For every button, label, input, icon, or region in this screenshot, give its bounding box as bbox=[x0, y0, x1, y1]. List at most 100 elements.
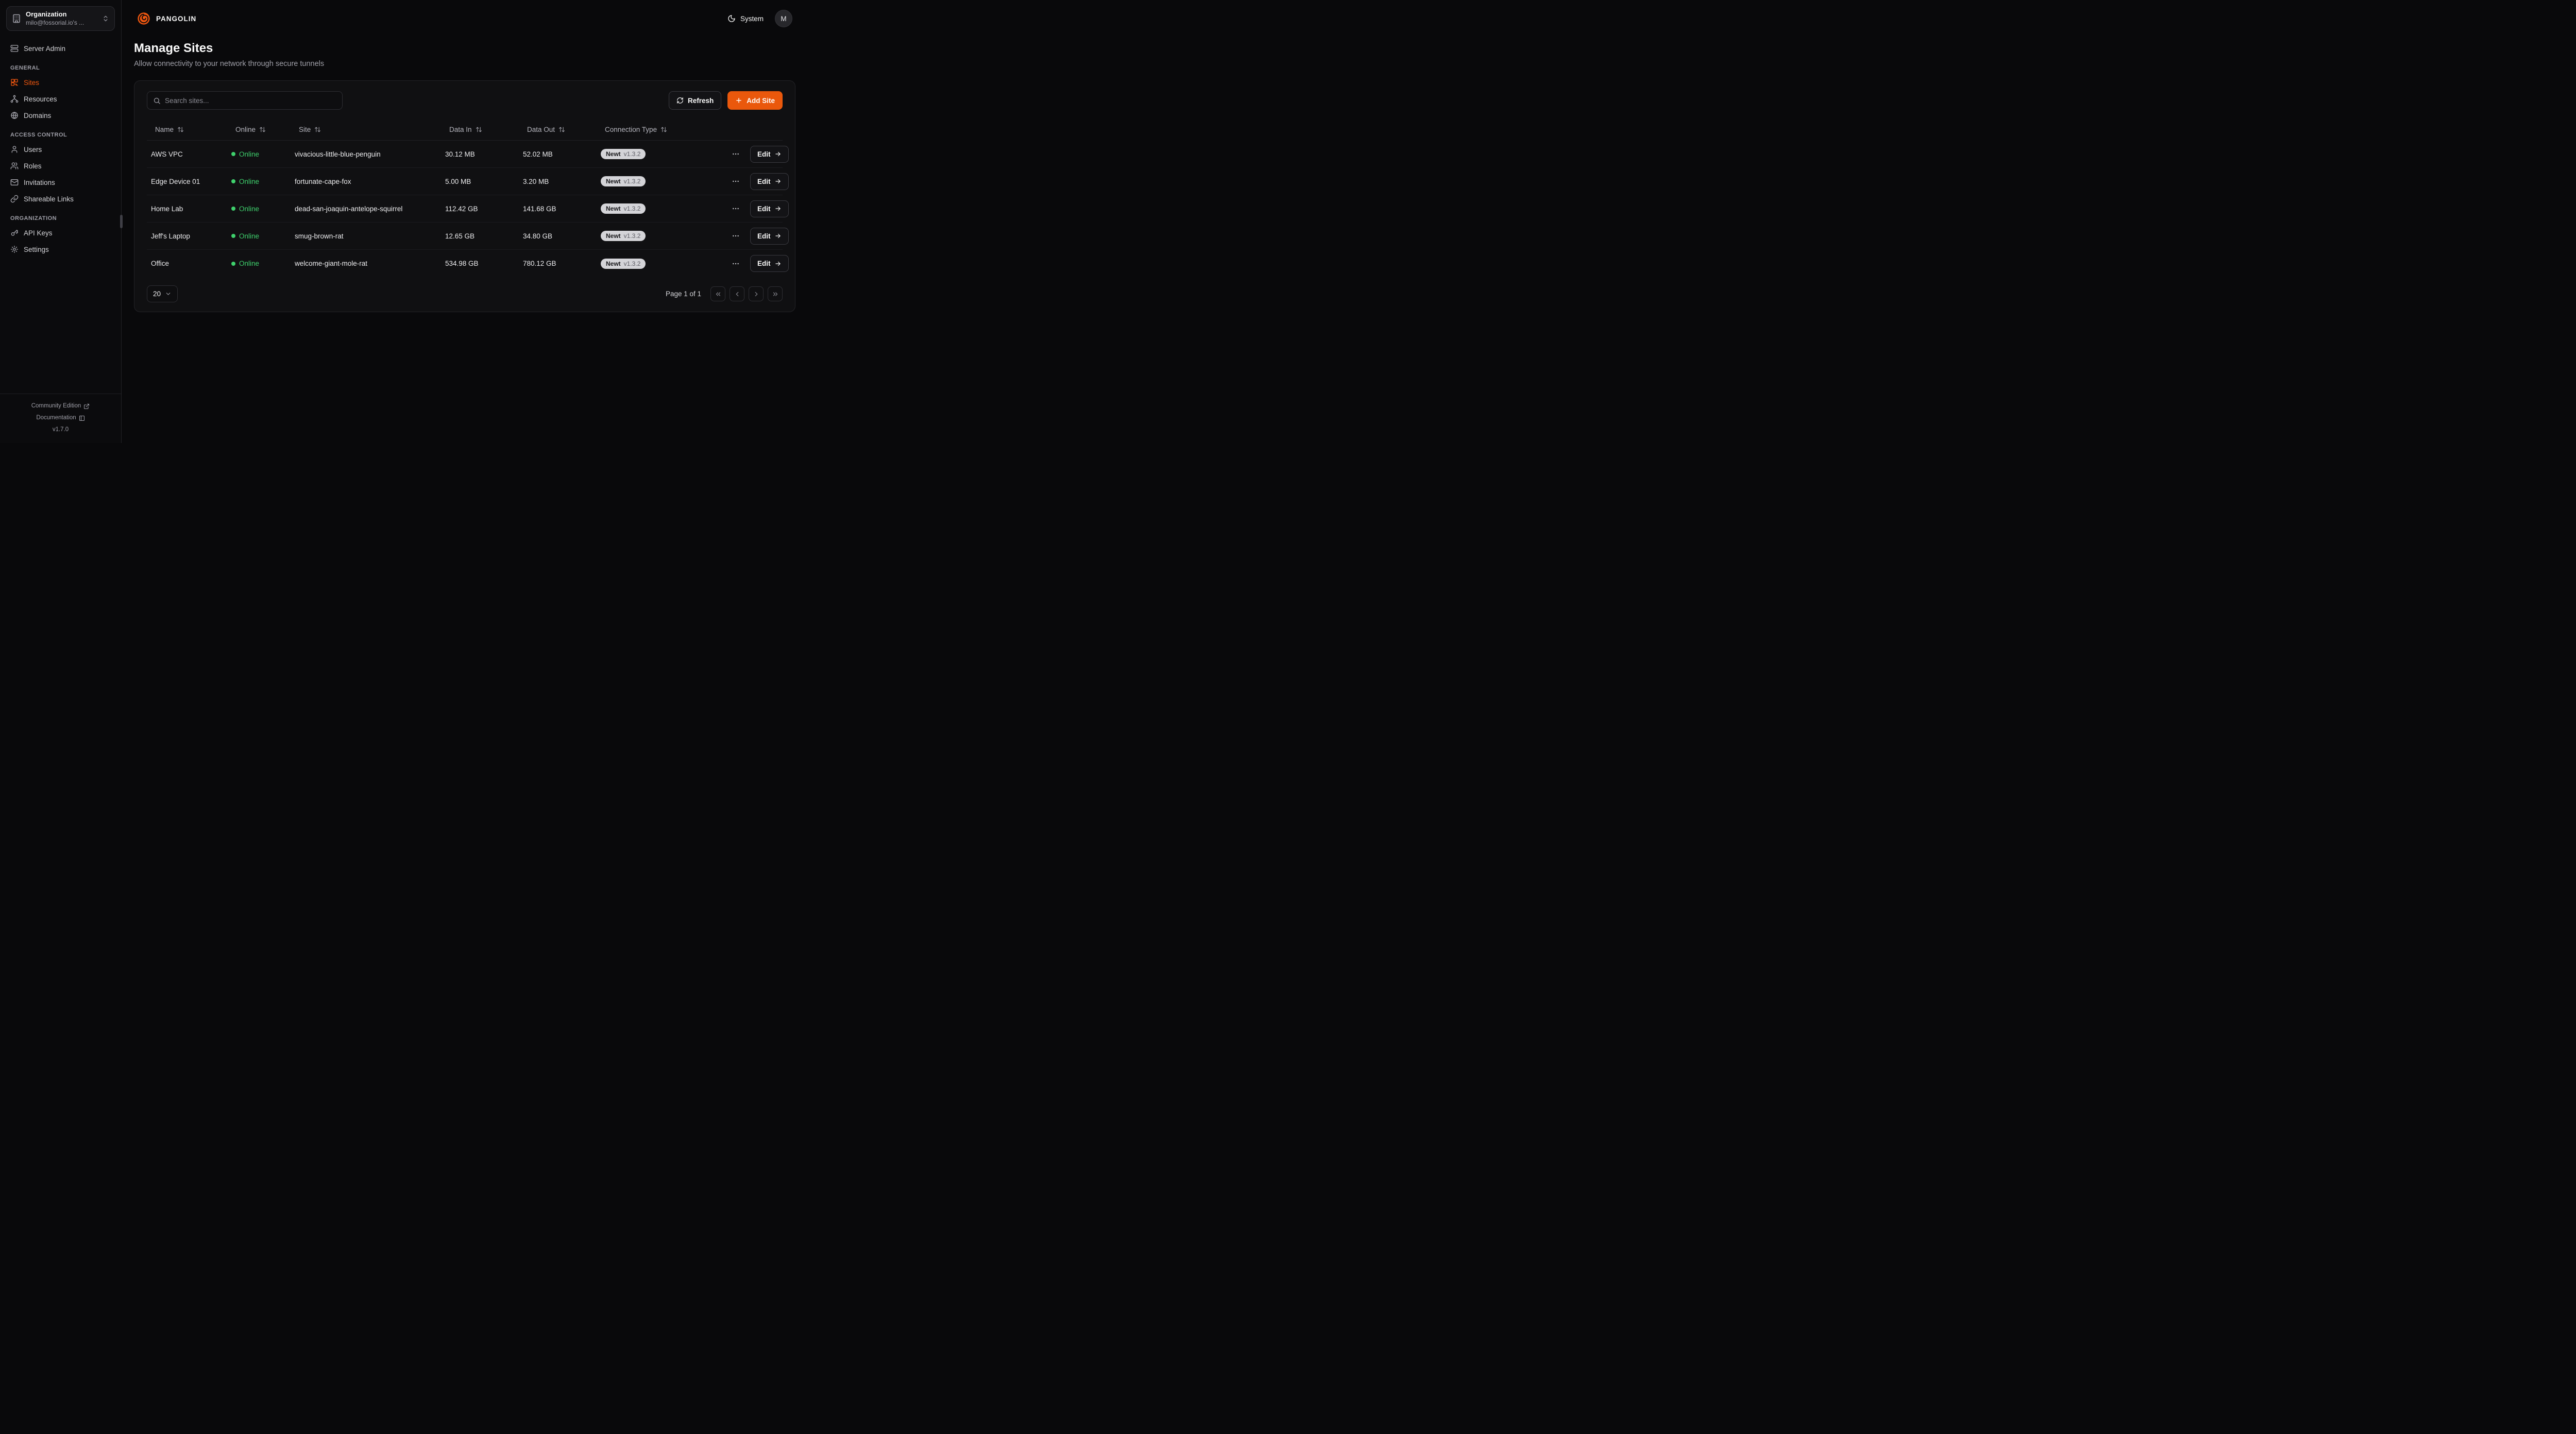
ellipsis-icon bbox=[732, 232, 740, 240]
sort-icon bbox=[660, 126, 667, 133]
row-actions: Edit bbox=[724, 200, 791, 217]
sidebar: Organization milo@fossorial.io's ... Ser… bbox=[0, 0, 123, 443]
chevron-right-icon bbox=[753, 291, 760, 298]
data-in-cell: 30.12 MB bbox=[445, 150, 475, 158]
table-row: AWS VPC Online vivacious-little-blue-pen… bbox=[147, 141, 789, 168]
edit-button[interactable]: Edit bbox=[750, 200, 789, 217]
status-cell: Online bbox=[227, 150, 291, 158]
connection-name: Newt bbox=[606, 205, 621, 212]
row-actions: Edit bbox=[724, 173, 791, 190]
sidebar-item-label: API Keys bbox=[24, 229, 53, 237]
row-menu-button[interactable] bbox=[728, 229, 743, 243]
theme-toggle[interactable]: System bbox=[727, 14, 764, 23]
connection-type-badge: Newt v1.3.2 bbox=[601, 203, 646, 214]
edit-button[interactable]: Edit bbox=[750, 173, 789, 190]
data-in-cell: 534.98 GB bbox=[445, 260, 479, 267]
sidebar-item-shareable-links[interactable]: Shareable Links bbox=[6, 191, 115, 207]
column-header-connection-type[interactable]: Connection Type bbox=[597, 126, 724, 133]
row-menu-button[interactable] bbox=[728, 174, 743, 189]
connection-version: v1.3.2 bbox=[623, 205, 641, 212]
connection-name: Newt bbox=[606, 178, 621, 185]
first-page-button[interactable] bbox=[710, 286, 725, 301]
column-header-data-out[interactable]: Data Out bbox=[519, 126, 597, 133]
table-row: Office Online welcome-giant-mole-rat 534… bbox=[147, 250, 789, 277]
ellipsis-icon bbox=[732, 204, 740, 213]
previous-page-button[interactable] bbox=[730, 286, 744, 301]
next-page-button[interactable] bbox=[749, 286, 764, 301]
edit-button[interactable]: Edit bbox=[750, 227, 789, 245]
connection-type-cell: Newt v1.3.2 bbox=[597, 258, 724, 269]
data-out-cell: 780.12 GB bbox=[523, 260, 556, 267]
edit-button[interactable]: Edit bbox=[750, 255, 789, 272]
globe-icon bbox=[10, 111, 19, 120]
column-header-online[interactable]: Online bbox=[227, 126, 291, 133]
page-subtitle: Allow connectivity to your network throu… bbox=[134, 60, 325, 68]
waypoints-icon bbox=[10, 95, 19, 103]
chevrons-up-down-icon bbox=[102, 15, 109, 22]
sidebar-item-roles[interactable]: Roles bbox=[6, 158, 115, 174]
sidebar-item-label: Users bbox=[24, 145, 42, 153]
building-icon bbox=[12, 14, 21, 23]
refresh-button[interactable]: Refresh bbox=[668, 91, 722, 110]
app-root: Organization milo@fossorial.io's ... Ser… bbox=[0, 0, 808, 443]
site-name-cell: Office bbox=[151, 260, 170, 267]
topbar: PANGOLIN System M bbox=[122, 0, 808, 37]
online-dot-icon bbox=[231, 152, 235, 156]
sidebar-item-settings[interactable]: Settings bbox=[6, 241, 115, 258]
sites-card: Refresh Add Site Name bbox=[134, 80, 795, 312]
documentation-link[interactable]: Documentation bbox=[5, 412, 116, 424]
search-input[interactable] bbox=[165, 96, 336, 105]
community-edition-link[interactable]: Community Edition bbox=[5, 400, 116, 412]
connection-type-cell: Newt v1.3.2 bbox=[597, 149, 724, 159]
site-name-cell: Home Lab bbox=[151, 204, 183, 213]
connection-version: v1.3.2 bbox=[623, 232, 641, 240]
last-page-button[interactable] bbox=[768, 286, 783, 301]
row-menu-button[interactable] bbox=[728, 257, 743, 271]
row-menu-button[interactable] bbox=[728, 201, 743, 216]
sidebar-item-label: Invitations bbox=[24, 178, 55, 186]
sidebar-item-server-admin[interactable]: Server Admin bbox=[6, 40, 115, 57]
documentation-label: Documentation bbox=[36, 415, 76, 421]
ellipsis-icon bbox=[732, 150, 740, 158]
sidebar-item-api-keys[interactable]: API Keys bbox=[6, 225, 115, 241]
column-header-data-in[interactable]: Data In bbox=[441, 126, 519, 133]
status-badge: Online bbox=[239, 260, 260, 267]
column-label: Name bbox=[155, 126, 174, 133]
user-icon bbox=[10, 145, 19, 153]
site-slug-cell: smug-brown-rat bbox=[295, 232, 344, 240]
add-site-button[interactable]: Add Site bbox=[727, 91, 783, 110]
site-slug-cell: vivacious-little-blue-penguin bbox=[295, 150, 381, 158]
sidebar-resize-handle[interactable] bbox=[120, 215, 123, 228]
sidebar-item-label: Domains bbox=[24, 111, 52, 120]
online-dot-icon bbox=[231, 261, 235, 266]
sidebar-item-resources[interactable]: Resources bbox=[6, 91, 115, 107]
edit-label: Edit bbox=[757, 232, 771, 240]
sidebar-item-sites[interactable]: Sites bbox=[6, 74, 115, 91]
edit-button[interactable]: Edit bbox=[750, 145, 789, 163]
avatar[interactable]: M bbox=[775, 10, 792, 27]
sidebar-item-users[interactable]: Users bbox=[6, 141, 115, 158]
table-header-row: Name Online Site Data In bbox=[147, 119, 783, 141]
org-switcher[interactable]: Organization milo@fossorial.io's ... bbox=[6, 6, 115, 31]
online-dot-icon bbox=[231, 234, 235, 238]
status-badge: Online bbox=[239, 150, 260, 158]
column-header-site[interactable]: Site bbox=[291, 126, 441, 133]
link-icon bbox=[10, 195, 19, 203]
row-menu-button[interactable] bbox=[728, 147, 743, 161]
sidebar-item-invitations[interactable]: Invitations bbox=[6, 174, 115, 191]
sort-icon bbox=[558, 126, 565, 133]
pangolin-logo-icon bbox=[136, 11, 151, 26]
sidebar-item-domains[interactable]: Domains bbox=[6, 107, 115, 124]
connection-version: v1.3.2 bbox=[623, 260, 641, 267]
sites-icon bbox=[10, 78, 19, 87]
status-badge: Online bbox=[239, 232, 260, 240]
connection-type-cell: Newt v1.3.2 bbox=[597, 203, 724, 214]
org-switcher-texts: Organization milo@fossorial.io's ... bbox=[26, 10, 97, 27]
arrow-right-icon bbox=[774, 232, 782, 240]
data-out-cell: 141.68 GB bbox=[523, 204, 556, 213]
column-header-name[interactable]: Name bbox=[147, 126, 227, 133]
row-actions: Edit bbox=[724, 255, 791, 272]
search-icon bbox=[153, 97, 161, 105]
page-size-select[interactable]: 20 bbox=[147, 285, 178, 302]
external-link-icon bbox=[83, 403, 90, 409]
